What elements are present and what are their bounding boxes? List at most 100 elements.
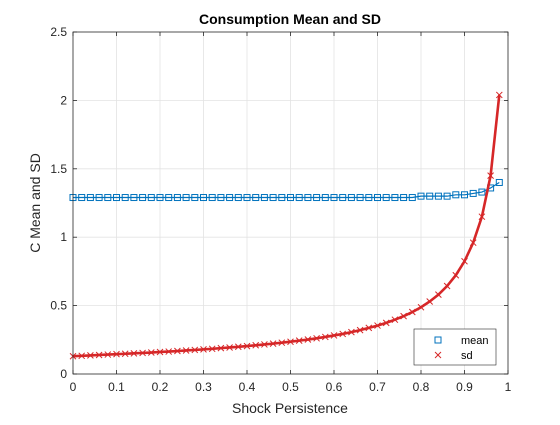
data-point-sd-stroke-b (408, 308, 416, 316)
x-tick-label: 0 (70, 380, 77, 394)
data-point-mean (382, 194, 390, 202)
y-tick-label: 0.5 (50, 299, 67, 313)
series-line-mean (73, 181, 500, 199)
data-point-sd-stroke-b (217, 344, 225, 352)
data-point-mean (313, 194, 321, 202)
data-point-sd (487, 172, 494, 179)
data-point-sd-stroke-b (174, 347, 181, 355)
data-point-sd (417, 303, 425, 311)
data-point-mean (287, 194, 294, 202)
data-point-mean (260, 194, 268, 202)
data-point-sd-stroke-b (443, 282, 451, 290)
data-point-sd (261, 341, 268, 348)
data-point-sd (374, 322, 381, 329)
y-tick-label: 2 (60, 93, 67, 107)
data-point-mean (434, 192, 442, 200)
data-point-mean (321, 194, 329, 202)
series-layer (69, 91, 503, 360)
series-mean (69, 178, 503, 202)
data-point-sd-stroke-b (495, 91, 503, 99)
data-point-sd (321, 333, 329, 341)
data-point-sd (495, 91, 503, 99)
data-point-sd (87, 352, 94, 359)
data-point-sd (113, 350, 120, 358)
y-tick-label: 1.5 (50, 162, 67, 176)
data-point-sd-stroke-b (156, 348, 164, 356)
data-point-mean (217, 194, 225, 202)
y-tick-label: 0 (60, 367, 67, 381)
data-point-sd-stroke-b (339, 330, 347, 338)
data-point-sd-stroke-b (487, 172, 494, 179)
data-point-sd-stroke-b (417, 303, 425, 311)
data-point-mean (208, 194, 216, 202)
data-point-mean (234, 194, 242, 202)
data-point-mean (478, 188, 486, 196)
data-point-sd-stroke-b (469, 239, 477, 247)
data-point-sd (165, 348, 173, 355)
ticks: 0 0.1 0.2 0.3 0.4 0.5 0.6 0.7 0.8 0.9 1 0 0.5 1 1.5 2 2.… (50, 25, 511, 394)
data-point-sd-stroke-b (313, 334, 320, 342)
data-point-mean (104, 194, 112, 202)
data-point-sd (269, 340, 277, 347)
data-point-sd-stroke-b (391, 316, 399, 324)
data-point-sd-stroke-b (87, 352, 94, 359)
data-point-sd (200, 346, 207, 353)
data-point-sd-stroke-b (382, 319, 390, 327)
data-point-sd-stroke-b (130, 349, 138, 357)
data-point-sd-stroke-b (278, 339, 286, 347)
legend[interactable]: mean sd (413, 328, 497, 366)
data-point-sd-stroke-b (252, 341, 260, 349)
data-point-sd (435, 291, 442, 299)
data-point-sd-stroke-b (121, 350, 129, 358)
legend-box (413, 328, 497, 366)
legend-entries: mean sd (434, 335, 489, 362)
data-point-sd (234, 343, 242, 351)
data-point-mean (452, 191, 460, 199)
data-point-sd (252, 341, 260, 349)
y-axis-label: C Mean and SD (27, 153, 43, 253)
data-point-mean (339, 194, 347, 202)
data-point-sd (278, 339, 286, 347)
data-point-sd-stroke-b (104, 351, 112, 358)
data-point-sd (191, 346, 199, 354)
data-point-sd (478, 213, 486, 221)
data-point-mean (443, 192, 451, 200)
data-point-mean (252, 194, 260, 202)
data-point-sd-stroke-b (452, 271, 460, 279)
legend-label-sd: sd (461, 350, 473, 362)
data-point-mean (408, 194, 416, 202)
data-point-mean (156, 194, 164, 202)
data-point-mean (243, 194, 251, 202)
data-point-sd-stroke-b (365, 324, 373, 332)
data-point-mean (330, 194, 338, 202)
data-point-sd (78, 352, 86, 360)
data-point-sd (139, 349, 146, 357)
data-point-sd (121, 350, 129, 358)
data-point-mean (295, 194, 303, 202)
data-point-mean (391, 194, 399, 202)
data-point-mean (226, 194, 234, 202)
data-point-sd-stroke-b (435, 291, 442, 299)
y-tick-label: 1 (60, 230, 67, 244)
data-point-sd (426, 298, 434, 305)
data-point-sd (243, 342, 251, 350)
data-point-sd (208, 345, 216, 353)
data-point-mean (417, 192, 425, 200)
data-point-sd (365, 324, 373, 332)
x-axis-label: Shock Persistence (232, 400, 348, 416)
x-tick-label: 0.6 (326, 380, 343, 394)
data-point-sd-stroke-b (269, 340, 277, 347)
data-point-sd (443, 282, 451, 290)
data-point-mean (374, 194, 381, 202)
x-tick-label: 0.9 (456, 380, 473, 394)
data-point-sd-stroke-b (261, 341, 268, 348)
data-point-mean (269, 194, 277, 202)
data-point-sd (469, 239, 477, 247)
x-tick-label: 0.7 (369, 380, 386, 394)
x-tick-label: 0.5 (282, 380, 299, 394)
data-point-mean (139, 194, 147, 202)
data-point-mean (86, 194, 94, 202)
data-point-mean (165, 194, 173, 202)
x-tick-label: 0.1 (108, 380, 125, 394)
